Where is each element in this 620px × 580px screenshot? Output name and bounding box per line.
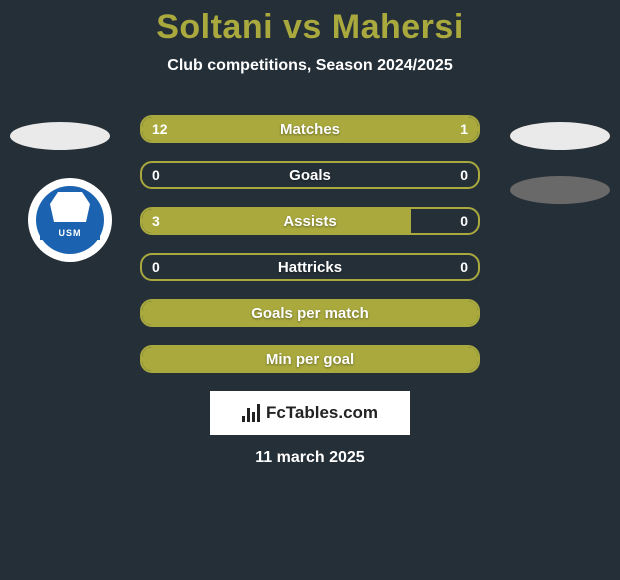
stat-value-left: 0 bbox=[152, 259, 160, 275]
stat-row: Hattricks0 0 bbox=[140, 253, 480, 281]
stat-bar: Goals0 0 bbox=[140, 161, 480, 189]
stat-row: Min per goal bbox=[140, 345, 480, 373]
left-badge-placeholder bbox=[10, 122, 110, 150]
stat-value-right: 0 bbox=[460, 213, 468, 229]
stat-label: Hattricks bbox=[142, 259, 478, 276]
stat-label: Goals per match bbox=[142, 305, 478, 322]
crest-text: USM bbox=[40, 226, 100, 240]
stat-value-right: 0 bbox=[460, 167, 468, 183]
bar-chart-icon bbox=[242, 404, 260, 422]
stat-bar: Hattricks0 0 bbox=[140, 253, 480, 281]
stat-value-right: 1 bbox=[460, 121, 468, 137]
stat-row: Matches12 1 bbox=[140, 115, 480, 143]
club-crest: USM bbox=[28, 178, 112, 262]
stat-row: Goals per match bbox=[140, 299, 480, 327]
season-subtitle: Club competitions, Season 2024/2025 bbox=[0, 57, 620, 75]
stat-bar: Min per goal bbox=[140, 345, 480, 373]
stat-label: Min per goal bbox=[142, 351, 478, 368]
stat-bar: Assists3 0 bbox=[140, 207, 480, 235]
right-badge-placeholder-1 bbox=[510, 122, 610, 150]
comparison-title: Soltani vs Mahersi bbox=[0, 8, 620, 47]
right-badge-placeholder-2 bbox=[510, 176, 610, 204]
stat-label: Goals bbox=[142, 167, 478, 184]
stat-label: Matches bbox=[142, 121, 478, 138]
stat-value-left: 3 bbox=[152, 213, 160, 229]
stat-value-left: 12 bbox=[152, 121, 168, 137]
stat-label: Assists bbox=[142, 213, 478, 230]
stat-value-right: 0 bbox=[460, 259, 468, 275]
attribution-badge: FcTables.com bbox=[210, 391, 410, 435]
stat-value-left: 0 bbox=[152, 167, 160, 183]
stat-bar: Matches12 1 bbox=[140, 115, 480, 143]
stat-row: Goals0 0 bbox=[140, 161, 480, 189]
stat-row: Assists3 0 bbox=[140, 207, 480, 235]
attribution-text: FcTables.com bbox=[266, 403, 378, 423]
stats-bars: Matches121Goals00Assists30Hattricks00Goa… bbox=[140, 115, 480, 373]
stat-bar: Goals per match bbox=[140, 299, 480, 327]
date-label: 11 march 2025 bbox=[0, 449, 620, 467]
